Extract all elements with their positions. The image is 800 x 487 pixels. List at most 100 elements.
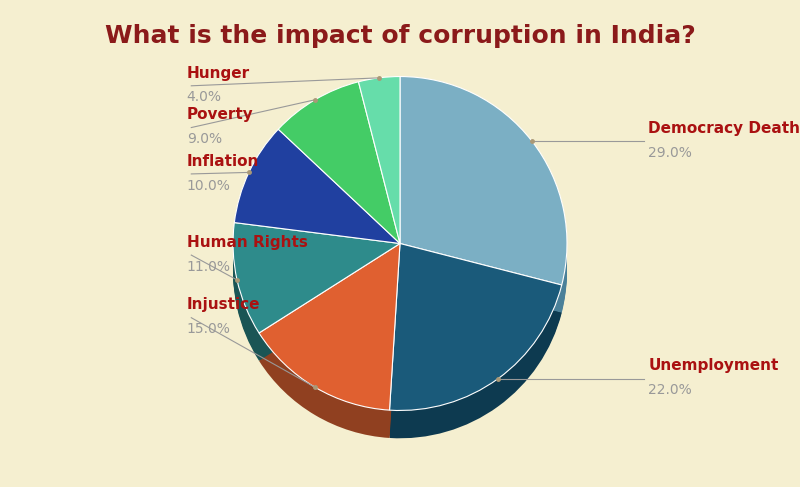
Wedge shape <box>259 251 400 418</box>
Wedge shape <box>358 94 400 261</box>
Wedge shape <box>259 267 400 433</box>
Wedge shape <box>390 253 562 420</box>
Wedge shape <box>390 263 562 431</box>
Wedge shape <box>400 76 567 285</box>
Wedge shape <box>234 129 400 244</box>
Wedge shape <box>233 224 400 335</box>
Wedge shape <box>390 244 562 411</box>
Wedge shape <box>358 83 400 250</box>
Wedge shape <box>390 246 562 413</box>
Text: Inflation: Inflation <box>186 154 259 169</box>
Text: Hunger: Hunger <box>186 66 250 80</box>
Wedge shape <box>400 83 567 291</box>
Wedge shape <box>358 91 400 258</box>
Wedge shape <box>233 230 400 341</box>
Wedge shape <box>358 79 400 246</box>
Wedge shape <box>259 246 400 413</box>
Wedge shape <box>400 94 567 302</box>
Wedge shape <box>390 261 562 428</box>
Wedge shape <box>390 265 562 432</box>
Wedge shape <box>278 108 400 270</box>
Wedge shape <box>358 78 400 245</box>
Wedge shape <box>400 78 567 286</box>
Wedge shape <box>278 103 400 265</box>
Wedge shape <box>390 259 562 426</box>
Wedge shape <box>259 270 400 436</box>
Wedge shape <box>390 245 562 412</box>
Wedge shape <box>390 248 562 415</box>
Wedge shape <box>259 248 400 415</box>
Wedge shape <box>234 155 400 270</box>
Wedge shape <box>233 244 400 355</box>
Wedge shape <box>259 256 400 423</box>
Wedge shape <box>390 251 562 418</box>
Wedge shape <box>278 88 400 250</box>
Wedge shape <box>233 243 400 353</box>
Wedge shape <box>400 87 567 296</box>
Wedge shape <box>234 135 400 250</box>
Wedge shape <box>278 97 400 259</box>
Wedge shape <box>358 96 400 263</box>
Text: 10.0%: 10.0% <box>186 179 230 192</box>
Wedge shape <box>278 83 400 245</box>
Wedge shape <box>233 237 400 347</box>
Wedge shape <box>400 84 567 293</box>
Wedge shape <box>400 95 567 303</box>
Wedge shape <box>400 92 567 300</box>
Wedge shape <box>259 254 400 421</box>
Wedge shape <box>259 265 400 432</box>
Wedge shape <box>358 92 400 259</box>
Wedge shape <box>278 91 400 253</box>
Text: 4.0%: 4.0% <box>186 91 222 104</box>
Wedge shape <box>278 86 400 248</box>
Wedge shape <box>233 233 400 344</box>
Text: Injustice: Injustice <box>186 298 260 313</box>
Wedge shape <box>259 253 400 419</box>
Wedge shape <box>390 254 562 421</box>
Wedge shape <box>358 103 400 270</box>
Wedge shape <box>234 151 400 265</box>
Wedge shape <box>259 245 400 412</box>
Wedge shape <box>390 258 562 424</box>
Wedge shape <box>278 85 400 246</box>
Wedge shape <box>400 98 567 307</box>
Wedge shape <box>259 250 400 416</box>
Wedge shape <box>233 227 400 337</box>
Wedge shape <box>259 244 400 410</box>
Wedge shape <box>259 263 400 430</box>
Wedge shape <box>390 250 562 417</box>
Wedge shape <box>233 247 400 358</box>
Wedge shape <box>358 86 400 253</box>
Wedge shape <box>278 95 400 258</box>
Wedge shape <box>234 140 400 254</box>
Wedge shape <box>358 104 400 271</box>
Text: 29.0%: 29.0% <box>648 146 692 160</box>
Text: What is the impact of corruption in India?: What is the impact of corruption in Indi… <box>105 24 695 48</box>
Wedge shape <box>390 262 562 429</box>
Wedge shape <box>358 89 400 256</box>
Wedge shape <box>233 238 400 348</box>
Wedge shape <box>259 258 400 424</box>
Wedge shape <box>233 249 400 359</box>
Wedge shape <box>400 103 567 311</box>
Wedge shape <box>390 268 562 435</box>
Wedge shape <box>400 89 567 298</box>
Wedge shape <box>234 154 400 268</box>
Wedge shape <box>234 132 400 246</box>
Wedge shape <box>400 81 567 290</box>
Text: 9.0%: 9.0% <box>186 132 222 146</box>
Wedge shape <box>259 262 400 429</box>
Wedge shape <box>400 79 567 288</box>
Wedge shape <box>390 256 562 423</box>
Wedge shape <box>234 131 400 245</box>
Wedge shape <box>278 102 400 263</box>
Wedge shape <box>233 246 400 356</box>
Wedge shape <box>390 271 562 438</box>
Wedge shape <box>234 143 400 258</box>
Wedge shape <box>259 261 400 427</box>
Wedge shape <box>234 142 400 256</box>
Text: Poverty: Poverty <box>186 107 254 122</box>
Wedge shape <box>234 138 400 253</box>
Wedge shape <box>234 152 400 267</box>
Wedge shape <box>233 229 400 339</box>
